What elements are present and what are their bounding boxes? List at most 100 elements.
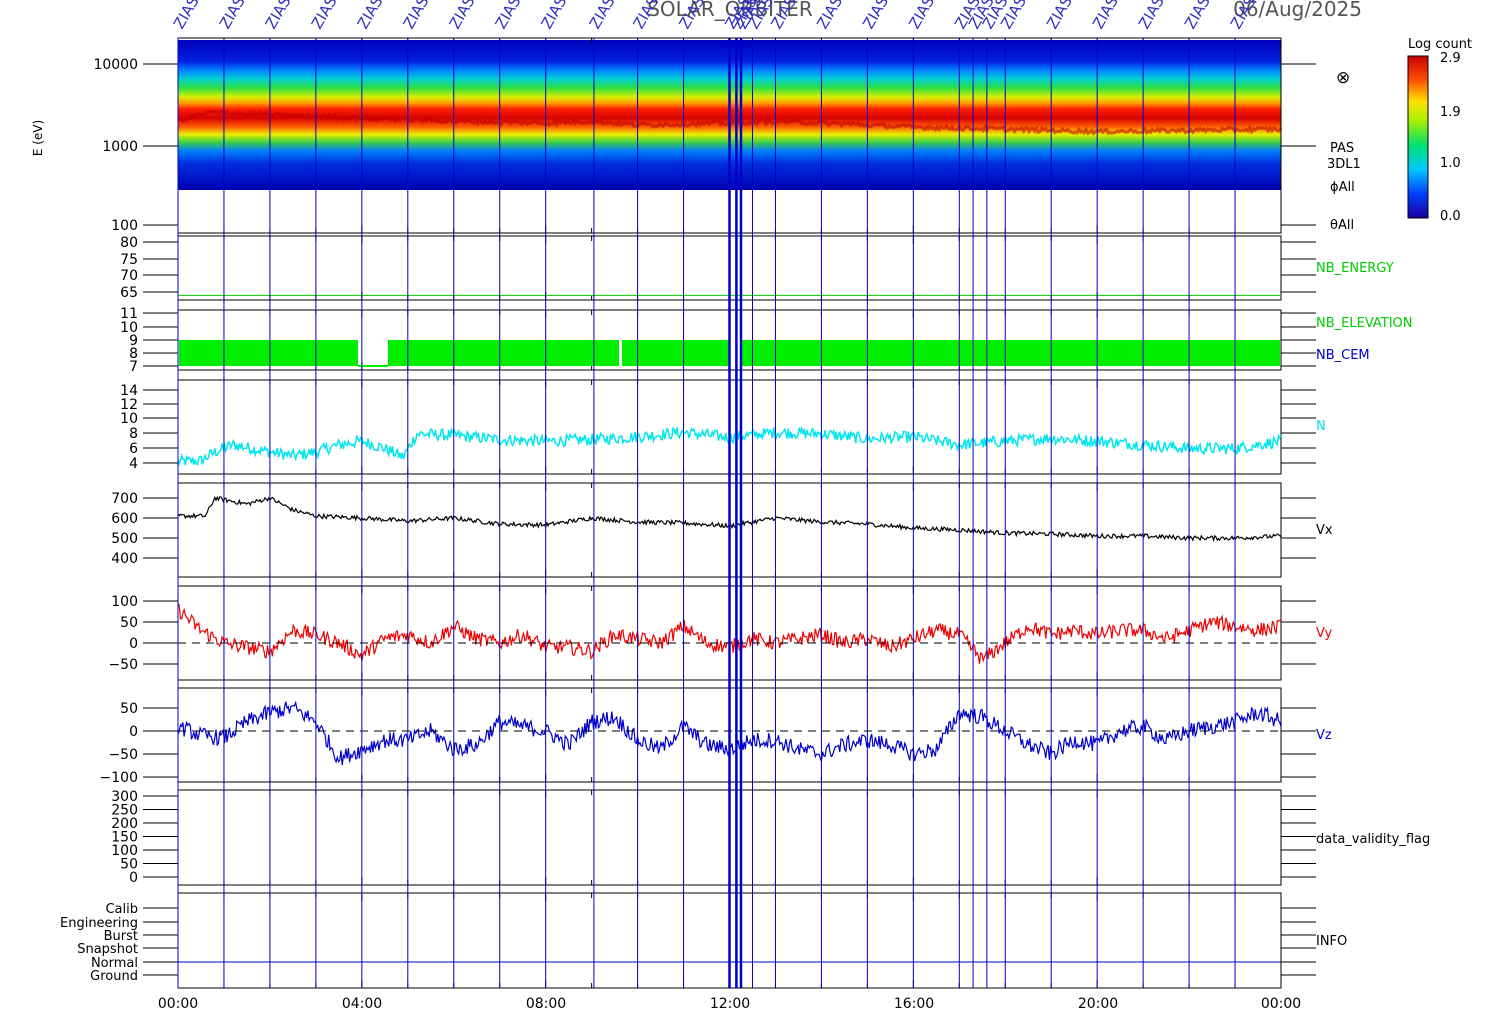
event-label-18: ZIAS — [859, 0, 892, 32]
ytick-vx-1: 600 — [111, 511, 138, 527]
nb-elevation-bar-3 — [622, 340, 730, 366]
plot-date: 06/Aug/2025 — [1233, 0, 1362, 21]
colorbar-title: Log count — [1408, 37, 1472, 52]
spectrogram-ytick-1000: 1000 — [102, 139, 138, 155]
event-lines: ZIAS ZIAS ZIAS ZIAS ZIAS ZIAS ZIAS ZIAS ZIAS ZIAS… — [170, 0, 1260, 988]
event-label-2: ZIAS — [262, 0, 295, 32]
x-tick-16-00: 16:00 — [894, 996, 934, 1012]
x-tick-08-00: 08:00 — [526, 996, 566, 1012]
spectrogram-ytick-10000: 10000 — [93, 57, 138, 73]
event-label-27: ZIAS — [1181, 0, 1214, 32]
ytick-n-4: 6 — [129, 441, 138, 457]
ytick-n-2: 10 — [120, 411, 138, 427]
ytick-vz-1: 0 — [129, 724, 138, 740]
panel-label-vy: Vy — [1316, 626, 1333, 641]
panel-label-info: INFO — [1316, 934, 1347, 949]
event-label-1: ZIAS — [216, 0, 249, 32]
ytick-flag-6: 0 — [129, 870, 138, 886]
ytick-vz-2: −50 — [108, 747, 138, 763]
ytick-info-2: Burst — [104, 929, 138, 944]
ytick-n-3: 8 — [129, 426, 138, 442]
spectrogram-label-pas: PAS — [1330, 141, 1354, 156]
panel-label-n: N — [1316, 419, 1326, 434]
ytick-energy-0: 80 — [120, 235, 138, 251]
ytick-flag-0: 300 — [111, 789, 138, 805]
ytick-info-5: Ground — [90, 969, 138, 984]
ytick-n-0: 14 — [120, 383, 138, 399]
ytick-n-1: 12 — [120, 397, 138, 413]
event-label-3: ZIAS — [308, 0, 341, 32]
nb-elevation-bars — [179, 340, 1280, 367]
ytick-vz-3: −100 — [100, 770, 138, 786]
ytick-flag-1: 250 — [111, 803, 138, 819]
ytick-flag-3: 150 — [111, 830, 138, 846]
ytick-vz-0: 50 — [120, 701, 138, 717]
spectrogram-label-theta: θAll — [1330, 218, 1354, 233]
colorbar-tick-2-9: 2.9 — [1440, 51, 1461, 66]
spectrogram-label-phi: ϕAll — [1330, 180, 1355, 195]
ytick-info-0: Calib — [105, 902, 138, 917]
ytick-vy-3: −50 — [108, 657, 138, 673]
ytick-vy-0: 100 — [111, 594, 138, 610]
panel-ticks: 8075706511109871412108647006005004001005… — [60, 63, 1316, 984]
colorbar: Log count 2.9 1.9 1.0 0.0 — [1407, 37, 1472, 224]
event-label-26: ZIAS — [1135, 0, 1168, 32]
spectrogram-circle-symbol: ⊗ — [1336, 68, 1350, 88]
x-tick-00-00: 00:00 — [158, 996, 198, 1012]
event-label-25: ZIAS — [1089, 0, 1122, 32]
colorbar-tick-1-9: 1.9 — [1440, 105, 1461, 120]
colorbar-gradient — [1407, 55, 1429, 219]
ytick-elev-3: 8 — [129, 346, 138, 362]
plot-title: SOLAR_ORBITER — [647, 0, 813, 21]
panel-label-vz: Vz — [1316, 728, 1332, 743]
panel-label-vx: Vx — [1316, 523, 1333, 538]
ytick-energy-2: 70 — [120, 268, 138, 284]
ytick-vx-3: 400 — [111, 551, 138, 567]
colorbar-tick-1-0: 1.0 — [1440, 156, 1461, 171]
event-label-17: ZIAS — [813, 0, 846, 32]
event-label-5: ZIAS — [400, 0, 433, 32]
ytick-info-1: Engineering — [60, 916, 138, 931]
colorbar-tick-0-0: 0.0 — [1440, 209, 1461, 224]
x-tick-20-00: 20:00 — [1078, 996, 1118, 1012]
ytick-n-5: 4 — [129, 456, 138, 472]
ytick-info-3: Snapshot — [77, 942, 138, 957]
ytick-info-4: Normal — [91, 956, 138, 971]
x-tick-12-00: 12:00 — [710, 996, 750, 1012]
ytick-vx-2: 500 — [111, 531, 138, 547]
event-label-6: ZIAS — [446, 0, 479, 32]
event-label-0: ZIAS — [170, 0, 203, 32]
ytick-vy-2: 0 — [129, 636, 138, 652]
nb-elevation-bar-2 — [388, 340, 619, 366]
ytick-elev-1: 10 — [120, 320, 138, 336]
event-label-7: ZIAS — [492, 0, 525, 32]
event-label-9: ZIAS — [586, 0, 619, 32]
panel-label-nb-elevation: NB_ELEVATION — [1316, 316, 1413, 331]
ytick-elev-4: 7 — [129, 359, 138, 375]
ytick-flag-5: 50 — [120, 857, 138, 873]
ytick-flag-4: 100 — [111, 843, 138, 859]
spectrogram-ylabel: E (eV) — [31, 120, 45, 156]
event-label-19: ZIAS — [905, 0, 938, 32]
event-label-4: ZIAS — [354, 0, 387, 32]
spectrogram-label-3dl1: 3DL1 — [1327, 157, 1361, 172]
event-label-24: ZIAS — [1043, 0, 1076, 32]
panel-label-data-validity-flag: data_validity_flag — [1316, 832, 1430, 847]
ytick-vy-1: 50 — [120, 615, 138, 631]
ytick-flag-2: 200 — [111, 816, 138, 832]
spectrogram-ytick-100: 100 — [111, 218, 138, 234]
nb-elevation-bar-1 — [179, 340, 358, 366]
ytick-vx-0: 700 — [111, 491, 138, 507]
x-tick-24-00: 00:00 — [1261, 996, 1301, 1012]
ytick-elev-0: 11 — [120, 306, 138, 322]
ytick-energy-1: 75 — [120, 252, 138, 268]
ytick-elev-2: 9 — [129, 333, 138, 349]
nb-elevation-bar-4 — [742, 340, 1280, 366]
spectrogram-panel: E (eV) 10000 1000 100 PAS 3DL1 ϕAll θAll… — [31, 40, 1361, 234]
ytick-energy-3: 65 — [120, 285, 138, 301]
panel-label-nb-cem: NB_CEM — [1316, 348, 1370, 363]
panel-label-nb-energy: NB_ENERGY — [1316, 261, 1394, 276]
event-label-8: ZIAS — [538, 0, 571, 32]
x-tick-04-00: 04:00 — [342, 996, 382, 1012]
